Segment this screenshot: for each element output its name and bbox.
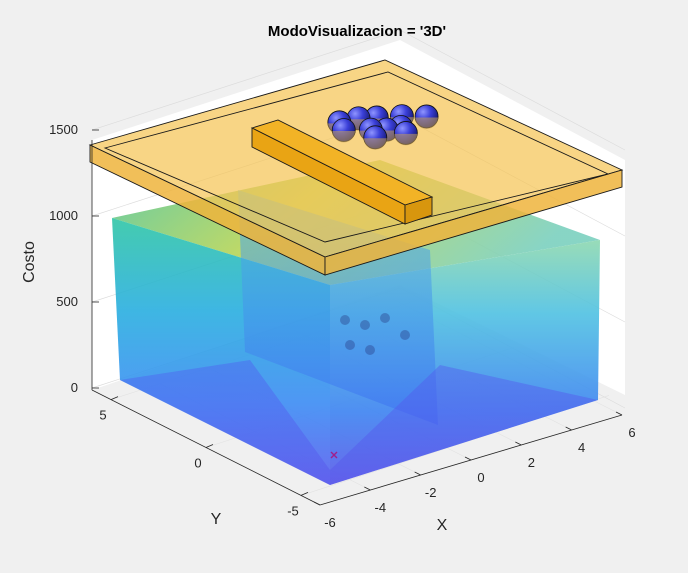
- surface-floor: [120, 360, 598, 485]
- y-axis-label: Y: [211, 511, 222, 528]
- particle: [414, 104, 439, 129]
- z-tick-label: 1500: [49, 122, 78, 137]
- x-tick-label: 0: [477, 470, 484, 485]
- y-tick-mark: [110, 396, 119, 400]
- y-tick-label: 0: [194, 456, 201, 471]
- x-tick-label: -4: [375, 500, 387, 515]
- x-tick-label: -2: [425, 485, 437, 500]
- z-tick-label: 0: [71, 380, 78, 395]
- particles: [327, 104, 439, 150]
- plane-right-edge: [324, 169, 623, 276]
- z-tick-label: 500: [56, 294, 78, 309]
- z-grid-line: [399, 29, 626, 151]
- x-tick-mark: [615, 411, 623, 416]
- x-axis-label: X: [437, 517, 448, 534]
- plane-inner-rim: [103, 71, 610, 243]
- x-tick-mark: [364, 486, 371, 491]
- x-tick-label: 6: [628, 425, 635, 440]
- z-grid-line: [91, 29, 401, 131]
- particle: [393, 121, 418, 146]
- x-tick-label: -6: [324, 515, 336, 530]
- chart-title: ModoVisualizacion = '3D': [268, 23, 446, 40]
- obstacle-bar: [250, 119, 434, 225]
- z-axis-label: Costo: [21, 241, 38, 283]
- y-tick-mark: [205, 444, 214, 448]
- x-tick-mark: [565, 426, 572, 431]
- y-tick-label: -5: [287, 503, 299, 518]
- y-tick-label: 5: [99, 408, 106, 423]
- x-tick-label: 2: [528, 455, 535, 470]
- z-tick-label: 1000: [49, 208, 78, 223]
- x-tick-label: 4: [578, 440, 585, 455]
- x-tick-mark: [414, 471, 421, 476]
- particle: [363, 125, 388, 150]
- particle: [331, 118, 356, 143]
- x-tick-mark: [313, 501, 321, 506]
- best-position-marker: [330, 451, 338, 459]
- particle-shadows: [340, 313, 410, 355]
- y-tick-mark: [300, 492, 309, 496]
- tick-group: 0 500 1000 1500 -5 0 5 -6 -4 -2 0 2 4 6: [49, 122, 636, 530]
- obstacle-side: [404, 196, 433, 225]
- x-tick-mark: [515, 441, 522, 446]
- x-tick-mark: [464, 456, 472, 461]
